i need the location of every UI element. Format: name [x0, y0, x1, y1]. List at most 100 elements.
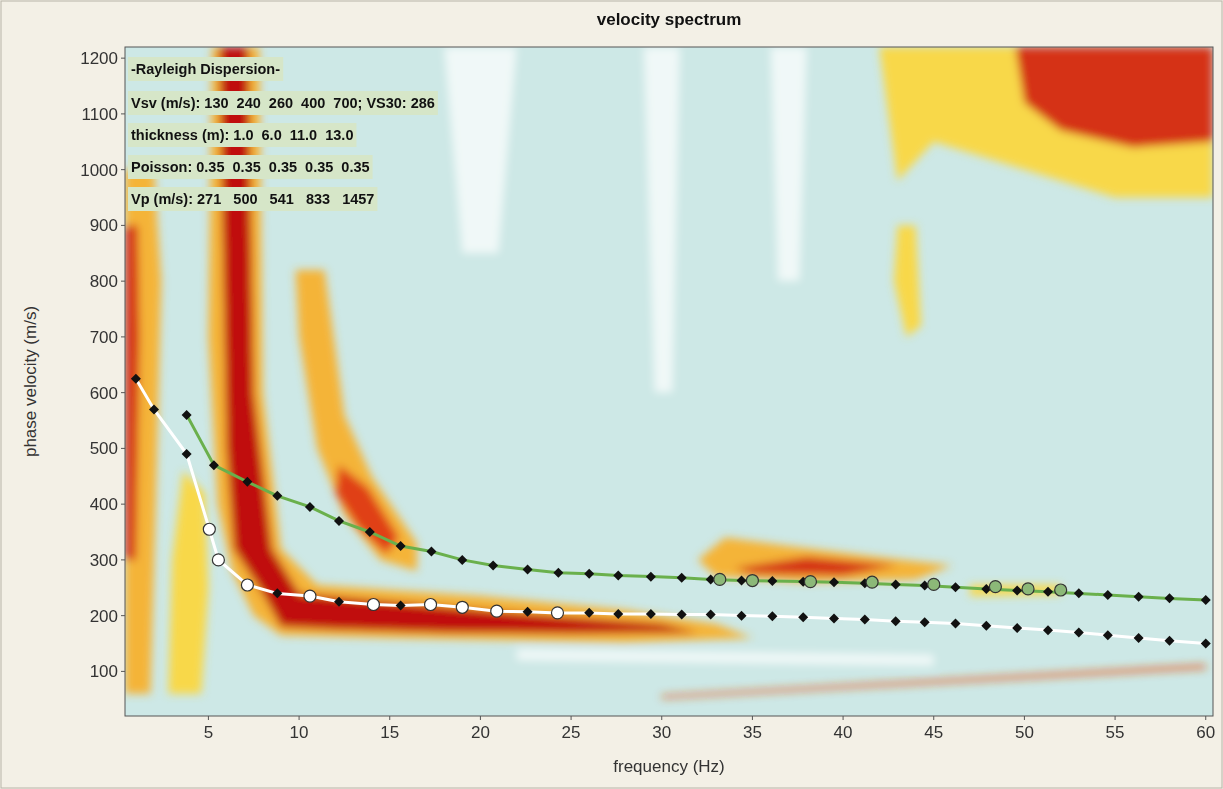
circle-marker	[456, 601, 468, 613]
diamond-marker	[646, 572, 656, 582]
spectrum-contour	[644, 47, 680, 393]
y-tick	[121, 448, 125, 449]
diamond-marker	[365, 527, 375, 537]
x-tick	[299, 716, 300, 720]
diamond-marker	[1012, 586, 1022, 596]
axes: 5101520253035404550556010020030040050060…	[80, 49, 1215, 742]
diamond-marker	[951, 618, 961, 628]
diamond-marker	[767, 576, 777, 586]
diamond-marker	[553, 568, 563, 578]
x-tick	[843, 716, 844, 720]
spectrum-contour	[734, 557, 897, 575]
spectrum-contour	[698, 538, 952, 583]
diamond-marker	[305, 502, 315, 512]
diamond-marker	[131, 374, 141, 384]
spectrum	[125, 47, 1213, 698]
annotation: Vsv (m/s): 130 240 260 400 700; VS30: 28…	[131, 95, 435, 111]
x-tick	[1024, 716, 1025, 720]
diamond-marker	[1074, 627, 1084, 637]
y-tick-label: 1100	[81, 105, 118, 124]
diamond-marker	[457, 602, 467, 612]
diamond-marker	[426, 547, 436, 557]
y-tick	[121, 392, 125, 393]
y-tick	[121, 281, 125, 282]
x-tick-label: 30	[652, 723, 671, 742]
circle-marker	[241, 579, 253, 591]
series	[131, 374, 1211, 649]
y-tick-label: 100	[90, 662, 118, 681]
diamond-marker	[860, 615, 870, 625]
annotation-bg	[128, 155, 373, 179]
x-tick-label: 10	[290, 723, 309, 742]
spectrum-contour	[517, 649, 934, 666]
diamond-marker	[213, 555, 223, 565]
diamond-marker	[891, 616, 901, 626]
annotation-bg	[128, 187, 377, 211]
chart: 5101520253035404550556010020030040050060…	[0, 0, 1223, 789]
diamond-marker	[523, 564, 533, 574]
diamond-marker	[1134, 592, 1144, 602]
diamond-marker	[1012, 623, 1022, 633]
diamond-marker	[1103, 630, 1113, 640]
y-tick-label: 200	[90, 607, 118, 626]
diamond-marker	[981, 621, 991, 631]
circle-marker	[491, 605, 503, 617]
x-tick	[480, 716, 481, 720]
spectrum-contour	[1015, 47, 1213, 147]
y-axis-title: phase velocity (m/s)	[21, 306, 40, 457]
x-tick-label: 5	[204, 723, 213, 742]
diamond-marker	[737, 576, 747, 586]
x-tick-label: 60	[1196, 723, 1215, 742]
diamond-marker	[1103, 590, 1113, 600]
circle-marker	[928, 578, 940, 590]
x-tick-label: 20	[471, 723, 490, 742]
diamond-marker	[523, 607, 533, 617]
x-tick-label: 15	[380, 723, 399, 742]
x-tick	[933, 716, 934, 720]
diamond-marker	[305, 591, 315, 601]
diamond-marker	[182, 410, 192, 420]
diamond-marker	[1043, 625, 1053, 635]
diamond-marker	[457, 555, 467, 565]
plot-area	[125, 47, 1213, 716]
x-tick	[661, 716, 662, 720]
circle-marker	[804, 576, 816, 588]
spectrum-contour	[894, 225, 921, 337]
annotation: Poisson: 0.35 0.35 0.35 0.35 0.35	[131, 159, 370, 175]
annotation-bg	[128, 57, 283, 81]
diamond-marker	[149, 404, 159, 414]
annotation-bg	[128, 91, 438, 115]
diamond-marker	[209, 460, 219, 470]
x-tick	[208, 716, 209, 720]
diamond-marker	[829, 577, 839, 587]
annotation: thickness (m): 1.0 6.0 11.0 13.0	[131, 127, 353, 143]
diamond-marker	[613, 571, 623, 581]
y-tick-label: 400	[90, 495, 118, 514]
x-tick	[1205, 716, 1206, 720]
diamond-marker	[272, 588, 282, 598]
diamond-marker	[368, 600, 378, 610]
circle-marker	[212, 554, 224, 566]
annotation: -Rayleigh Dispersion-	[131, 61, 280, 77]
annotations: -Rayleigh Dispersion- Vsv (m/s): 130 240 …	[128, 57, 438, 211]
y-tick-label: 500	[90, 439, 118, 458]
diamond-marker	[492, 606, 502, 616]
diamond-marker	[951, 582, 961, 592]
y-tick	[121, 113, 125, 114]
diamond-marker	[737, 611, 747, 621]
x-tick-label: 50	[1015, 723, 1034, 742]
y-tick	[121, 225, 125, 226]
y-tick	[121, 169, 125, 170]
plot-frame	[125, 47, 1213, 716]
spectrum-contour	[879, 47, 1213, 198]
diamond-marker	[242, 580, 252, 590]
x-tick-label: 40	[834, 723, 853, 742]
y-tick-label: 300	[90, 551, 118, 570]
diamond-marker	[1043, 587, 1053, 597]
diamond-marker	[1164, 593, 1174, 603]
circle-marker	[367, 599, 379, 611]
y-tick-label: 1200	[80, 49, 118, 68]
diamond-marker	[829, 613, 839, 623]
diamond-marker	[396, 541, 406, 551]
diamond-marker	[1201, 639, 1211, 649]
